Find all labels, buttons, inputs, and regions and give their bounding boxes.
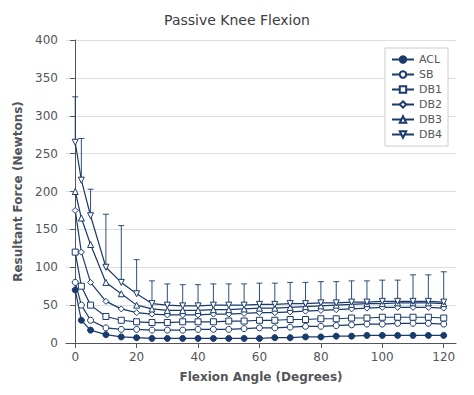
svg-text:DB1: DB1 — [419, 83, 442, 96]
svg-text:40: 40 — [190, 350, 205, 364]
svg-text:150: 150 — [35, 222, 58, 236]
svg-text:60: 60 — [252, 350, 267, 364]
svg-text:200: 200 — [35, 185, 58, 199]
svg-text:120: 120 — [432, 350, 455, 364]
svg-text:80: 80 — [313, 350, 328, 364]
svg-text:300: 300 — [35, 109, 58, 123]
svg-text:DB2: DB2 — [419, 98, 442, 111]
svg-text:100: 100 — [35, 260, 58, 274]
svg-text:DB4: DB4 — [419, 128, 442, 141]
svg-text:0: 0 — [50, 336, 58, 350]
svg-text:Flexion Angle (Degrees): Flexion Angle (Degrees) — [179, 370, 342, 384]
svg-text:Resultant Force (Newtons): Resultant Force (Newtons) — [11, 101, 25, 282]
svg-text:50: 50 — [43, 298, 58, 312]
svg-text:250: 250 — [35, 147, 58, 161]
svg-text:SB: SB — [419, 68, 434, 81]
svg-text:Passive Knee Flexion: Passive Knee Flexion — [164, 12, 310, 28]
svg-text:350: 350 — [35, 71, 58, 85]
svg-text:0: 0 — [71, 350, 79, 364]
svg-text:100: 100 — [371, 350, 394, 364]
svg-text:ACL: ACL — [419, 53, 441, 66]
svg-text:400: 400 — [35, 33, 58, 47]
svg-text:DB3: DB3 — [419, 113, 442, 126]
svg-text:20: 20 — [129, 350, 144, 364]
